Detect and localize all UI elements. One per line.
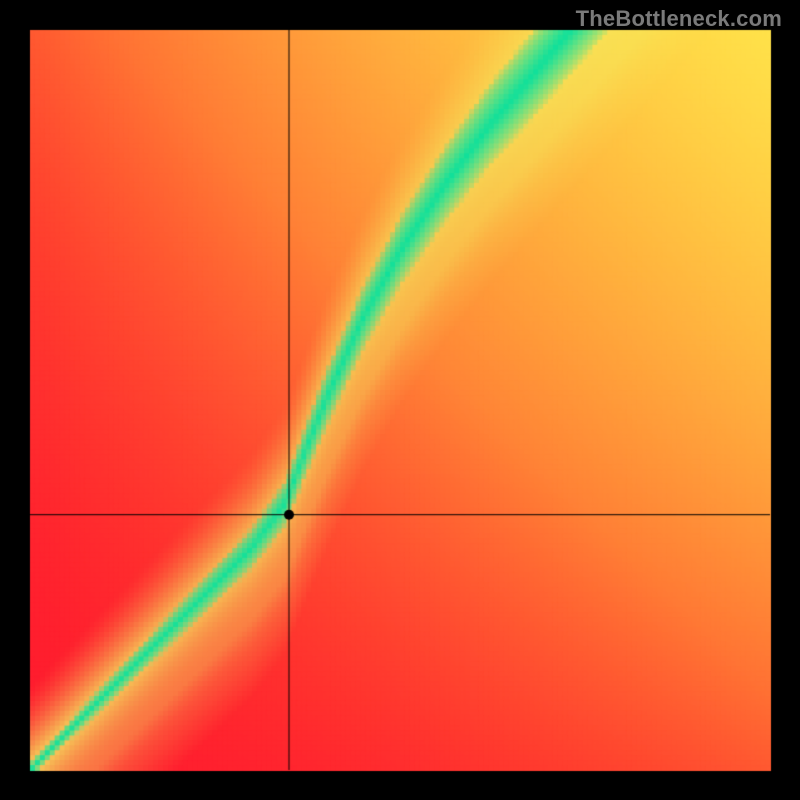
watermark-text: TheBottleneck.com [576, 6, 782, 32]
chart-container: TheBottleneck.com [0, 0, 800, 800]
bottleneck-heatmap [0, 0, 800, 800]
